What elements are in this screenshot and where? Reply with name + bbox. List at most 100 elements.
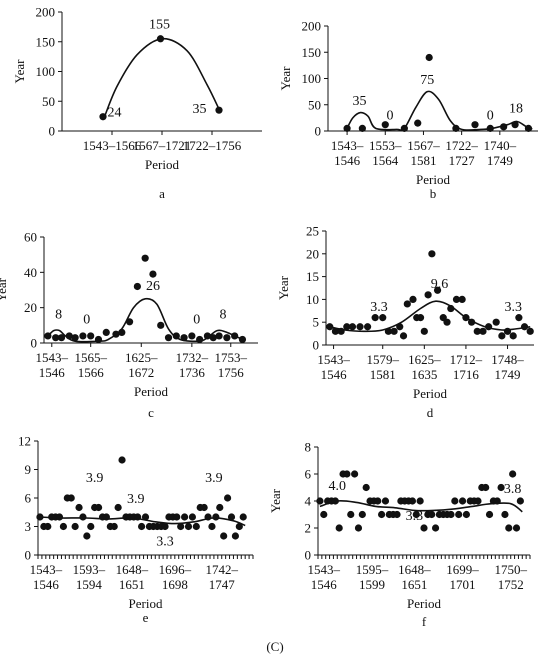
data-point (149, 270, 157, 278)
x-tick-label: 1599 (359, 577, 385, 592)
data-point (479, 327, 487, 335)
x-tick-label: 1543– (331, 138, 364, 153)
data-point (474, 497, 482, 505)
data-point (485, 510, 494, 519)
data-point (362, 483, 370, 492)
data-point (371, 314, 379, 322)
data-point (173, 513, 181, 521)
value-annotation: 3.9 (86, 471, 104, 486)
data-point (94, 503, 103, 512)
x-tick-label: 1635 (411, 367, 437, 382)
panel-f: 0 2 4 6 8 1543–1546 1595–1599 1648–1651 1699–170… (268, 440, 531, 629)
data-point (102, 513, 111, 521)
x-axis-title: Period (134, 384, 168, 399)
data-point (141, 254, 149, 262)
y-tick-label: 150 (302, 45, 322, 60)
x-tick-label: 1736 (179, 365, 206, 380)
value-annotation: 0 (487, 108, 494, 123)
data-point (55, 513, 64, 521)
x-tick-label: 1546 (311, 577, 338, 592)
value-annotation: 35 (193, 102, 207, 117)
data-point (520, 323, 529, 331)
value-annotation: 4.0 (329, 479, 347, 494)
value-annotation: 3.8 (504, 482, 522, 497)
x-tick-label: 1651 (401, 577, 427, 592)
data-point (492, 318, 500, 326)
data-point (220, 532, 228, 540)
y-tick-label: 50 (42, 94, 55, 109)
data-point (425, 53, 433, 62)
data-point (509, 332, 517, 340)
data-point (390, 327, 398, 335)
x-tick-label: 1732– (176, 350, 209, 365)
y-tick-label: 6 (305, 467, 312, 482)
x-tick-label: 1722–1756 (183, 138, 242, 153)
value-annotation: 75 (420, 73, 434, 88)
data-point (335, 524, 343, 532)
trend-curve (39, 516, 246, 527)
y-axis-title: Year (0, 277, 9, 302)
data-point (485, 323, 493, 331)
data-point (428, 510, 436, 519)
x-tick-label: 1727 (449, 153, 476, 168)
value-annotation: 3.3 (156, 535, 174, 550)
data-point (356, 323, 364, 331)
data-point (102, 328, 110, 336)
data-point (493, 497, 501, 505)
panel-b: 0 50 100 150 200 1543–1546 1553–1564 1567–1581 1… (278, 19, 538, 201)
data-point (52, 334, 60, 342)
y-tick-label: 0 (305, 548, 312, 563)
value-annotation: 3.3 (370, 300, 388, 315)
x-tick-label: 1546 (334, 153, 361, 168)
data-point (172, 332, 180, 340)
x-axis-title: Period (416, 172, 450, 187)
x-tick-label: 1750– (494, 562, 527, 577)
x-tick-label: 1742– (205, 562, 238, 577)
x-tick-label: 1716 (453, 367, 480, 382)
y-tick-label: 100 (302, 71, 322, 86)
data-point (156, 35, 165, 43)
x-tick-label: 1593– (73, 562, 106, 577)
x-tick-label: 1699– (446, 562, 479, 577)
value-annotation: 18 (509, 102, 523, 117)
data-point (94, 335, 103, 344)
data-point (433, 286, 442, 294)
data-point (79, 513, 87, 521)
panel-d: 0 5 10 15 20 25 1543–1546 1579–1581 1625–1635 171… (276, 224, 534, 420)
data-point (118, 328, 126, 336)
value-annotation: 0 (83, 313, 90, 328)
data-point (471, 121, 479, 129)
data-point (227, 513, 236, 521)
data-point (200, 503, 208, 512)
data-point (126, 318, 134, 326)
y-tick-label: 0 (49, 124, 56, 139)
data-point (378, 510, 386, 519)
data-point (468, 318, 476, 326)
data-point (141, 513, 150, 521)
data-point (374, 497, 382, 505)
data-point (204, 513, 212, 521)
data-point (203, 332, 212, 340)
data-point (67, 494, 75, 502)
x-tick-label: 1625– (125, 350, 158, 365)
data-point (396, 323, 404, 331)
x-tick-label: 1594 (76, 577, 103, 592)
data-point (486, 124, 494, 132)
data-point (501, 510, 509, 519)
y-tick-label: 150 (36, 34, 56, 49)
data-point (462, 510, 470, 519)
data-point (351, 470, 359, 478)
trend-curve (346, 90, 533, 132)
x-tick-label: 1648– (398, 562, 431, 577)
x-tick-label: 1567– (407, 138, 440, 153)
x-tick-label: 1698 (162, 577, 188, 592)
data-point (134, 513, 142, 521)
x-tick-label: 1712– (450, 352, 483, 367)
data-point (348, 323, 357, 331)
x-axis-title: Period (407, 596, 441, 611)
x-tick-label: 1543– (317, 352, 350, 367)
data-point (512, 524, 521, 532)
data-point (381, 121, 389, 129)
data-point (216, 503, 224, 512)
x-tick-label: 1543– (30, 562, 63, 577)
